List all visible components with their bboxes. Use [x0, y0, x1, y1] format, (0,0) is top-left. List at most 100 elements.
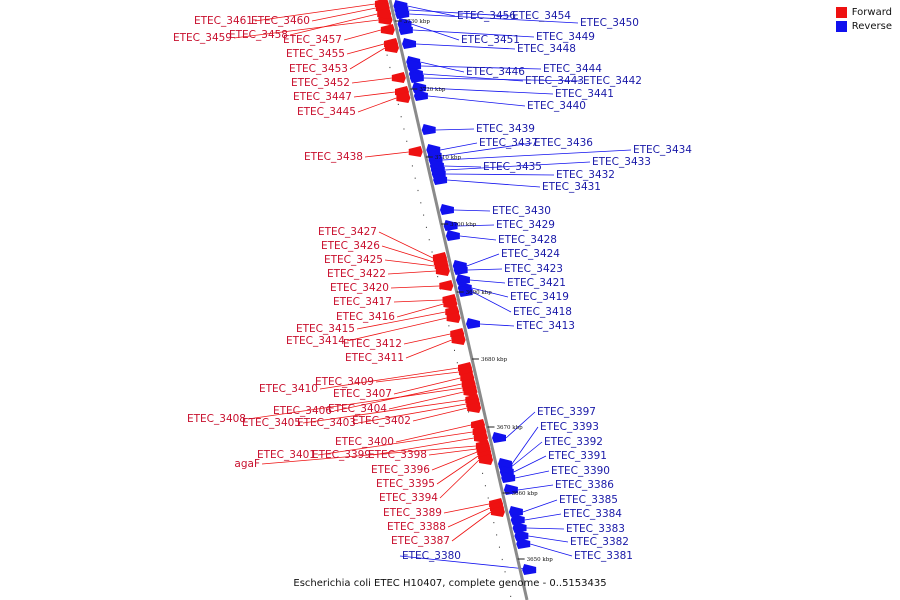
gene-label-reverse: ETEC_3448: [517, 43, 576, 55]
leader-line: [447, 507, 491, 528]
gene-label-forward: ETEC_3411: [345, 352, 404, 364]
leader-line: [247, 387, 463, 420]
gene-label-forward: ETEC_3409: [315, 376, 374, 388]
leader-line: [396, 303, 444, 318]
gene-features: [374, 0, 537, 575]
gene-label-reverse: ETEC_3421: [507, 277, 566, 289]
leader-line: [421, 65, 542, 70]
leader-line: [420, 61, 465, 73]
kbp-tick-label: 3730 kbp: [404, 19, 431, 25]
leader-line: [390, 285, 440, 289]
gene-label-reverse: ETEC_3418: [513, 306, 572, 318]
gene-label-reverse: ETEC_3456: [457, 10, 516, 22]
gene-label-forward: ETEC_3422: [327, 268, 386, 280]
gene-label-reverse: ETEC_3450: [580, 17, 639, 29]
reverse-gene-feature: [395, 8, 410, 19]
gene-label-forward: ETEC_3459: [173, 32, 232, 44]
gene-labels: ETEC_3461ETEC_3460ETEC_3459ETEC_3458ETEC…: [173, 10, 692, 562]
gene-label-forward: ETEC_3404: [328, 403, 387, 415]
forward-gene-feature: [443, 298, 458, 309]
gene-label-reverse: ETEC_3397: [537, 406, 596, 418]
gene-label-reverse: ETEC_3434: [633, 144, 692, 156]
gene-label-reverse: ETEC_3444: [543, 63, 602, 75]
gene-label-forward: ETEC_3458: [229, 29, 288, 41]
leader-line: [443, 503, 490, 514]
gene-label-reverse: ETEC_3429: [496, 219, 555, 231]
legend-label-forward: Forward: [851, 7, 892, 18]
forward-gene-feature: [474, 432, 489, 443]
legend-item-reverse: Reverse: [835, 21, 892, 32]
gene-label-reverse: ETEC_3382: [570, 536, 629, 548]
reverse-gene-feature: [514, 530, 529, 541]
reverse-gene-feature: [433, 174, 448, 185]
leader-line: [408, 9, 511, 17]
gene-label-forward: ETEC_3402: [352, 415, 411, 427]
leader-line: [479, 323, 515, 327]
gene-label-reverse: ETEC_3432: [556, 169, 615, 181]
gene-label-reverse: ETEC_3393: [540, 421, 599, 433]
leader-line: [431, 451, 478, 471]
gene-label-reverse: ETEC_3391: [548, 450, 607, 462]
reverse-gene-feature: [445, 230, 460, 241]
leader-line: [428, 448, 477, 456]
reverse-gene-feature: [510, 514, 525, 525]
forward-gene-feature: [446, 312, 461, 323]
kbp-tick-label: 3680 kbp: [481, 357, 508, 363]
forward-gene-feature: [391, 72, 406, 83]
reverse-gene-feature: [443, 220, 458, 231]
gene-label-forward: ETEC_3455: [286, 48, 345, 60]
leader-line: [356, 311, 446, 330]
strand-legend: Forward Reverse: [835, 7, 892, 35]
gene-label-forward: ETEC_3417: [333, 296, 392, 308]
gene-label-reverse: ETEC_3385: [559, 494, 618, 506]
reverse-gene-feature: [439, 204, 454, 215]
leader-line: [381, 245, 434, 263]
leader-line: [453, 209, 491, 212]
label-leader-lines: [233, 3, 632, 571]
leader-line: [426, 87, 554, 95]
leader-line: [471, 287, 509, 298]
leader-line: [343, 29, 381, 41]
gene-label-forward: agaF: [234, 458, 260, 470]
leader-line: [515, 470, 550, 479]
gene-label-forward: ETEC_3445: [297, 106, 356, 118]
reverse-swatch: [835, 21, 847, 32]
gene-label-reverse: ETEC_3435: [483, 161, 542, 173]
reverse-gene-feature: [402, 38, 417, 49]
kbp-tick-label: 3650 kbp: [527, 557, 554, 563]
kbp-tick-label: 3720 kbp: [419, 87, 446, 93]
forward-gene-feature: [439, 280, 454, 291]
gene-label-forward: ETEC_3452: [291, 77, 350, 89]
leader-line: [412, 29, 535, 38]
leader-line: [528, 535, 569, 543]
leader-line: [469, 279, 506, 284]
leader-line: [393, 299, 443, 303]
kbp-tick-label: 3660 kbp: [512, 491, 539, 497]
leader-line: [447, 179, 541, 188]
leader-line: [517, 484, 554, 491]
forward-gene-feature: [467, 402, 482, 413]
leader-line: [412, 407, 468, 422]
gene-label-reverse: ETEC_3440: [527, 100, 586, 112]
leader-line: [333, 383, 462, 412]
leader-line: [349, 47, 386, 70]
gene-label-forward: ETEC_3401: [257, 449, 316, 461]
gene-label-reverse: ETEC_3392: [544, 436, 603, 448]
leader-line: [442, 149, 632, 161]
gene-label-reverse: ETEC_3449: [536, 31, 595, 43]
leader-line: [387, 270, 436, 275]
gene-label-forward: ETEC_3426: [321, 240, 380, 252]
reverse-gene-feature: [455, 274, 470, 285]
leader-line: [364, 151, 409, 158]
gene-label-reverse: ETEC_3439: [476, 123, 535, 135]
leader-line: [393, 377, 461, 395]
leader-line: [472, 291, 512, 313]
gene-label-forward: ETEC_3460: [251, 15, 310, 27]
reverse-gene-feature: [516, 538, 531, 549]
leader-line: [384, 259, 435, 267]
forward-gene-feature: [463, 386, 478, 397]
leader-line: [427, 95, 526, 107]
kbp-tick-label: 3690 kbp: [466, 290, 493, 296]
gene-label-forward: ETEC_3394: [379, 492, 438, 504]
gene-label-reverse: ETEC_3428: [498, 234, 557, 246]
